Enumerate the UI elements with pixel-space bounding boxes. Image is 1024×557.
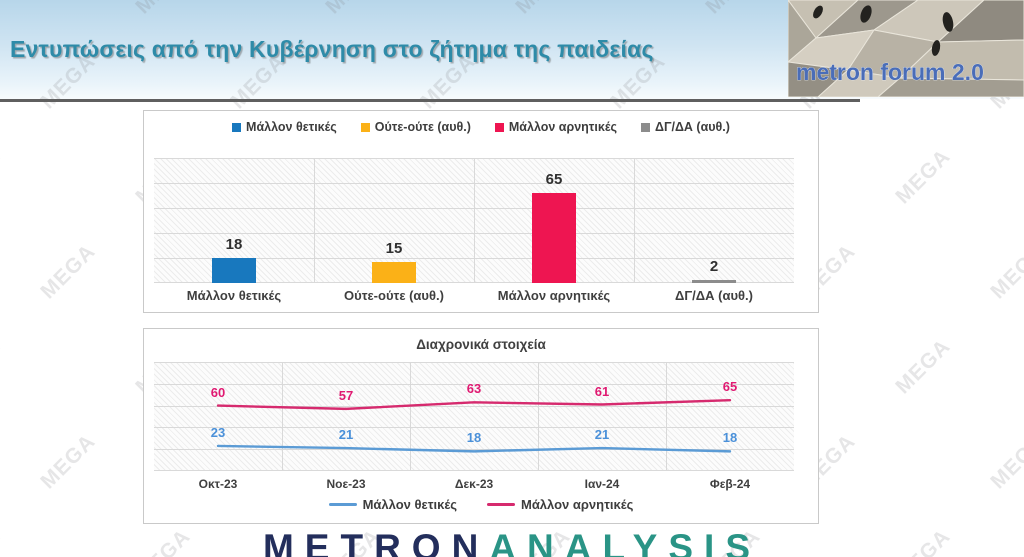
gridline [634,158,635,283]
gridline [314,158,315,283]
x-axis-label: Φεβ-24 [709,477,751,491]
legend-swatch [494,122,504,132]
line-chart-legend: Μάλλον θετικές Μάλλον αρνητικές [144,497,818,512]
gridline [538,362,539,471]
mega-watermark: MEGA [0,334,5,399]
x-axis-label: Νοε-23 [326,477,366,491]
bar [372,262,416,283]
x-axis-label: Οκτ-23 [198,477,238,491]
bar [692,280,736,283]
bar [212,258,256,283]
legend-label: Μάλλον θετικές [246,120,337,134]
category-label: ΔΓ/ΔΑ (αυθ.) [675,288,753,303]
legend-swatch [360,122,370,132]
legend-label: Ούτε-ούτε (αυθ.) [374,120,471,134]
mega-watermark: MEGA [986,239,1024,304]
mega-watermark: MEGA [0,144,5,209]
x-axis-label: Δεκ-23 [454,477,494,491]
gridline [154,362,794,363]
bar-value-label: 65 [545,170,563,188]
legend-item: Μάλλον θετικές [232,120,337,134]
point-value-label: 65 [722,379,738,395]
logo-metron-text: METRON [262,527,490,557]
logo-analysis-text: ANALYSIS [489,527,761,557]
point-value-label: 63 [466,381,482,397]
line-chart-plot: 23 21 18 21 18 60 57 63 61 65 [154,362,794,471]
category-label: Μάλλον αρνητικές [497,288,611,303]
point-value-label: 21 [594,427,610,443]
bar-chart-plot: 18 15 65 2 [154,158,794,283]
line-chart-title: Διαχρονικά στοιχεία [416,337,546,352]
category-label: Μάλλον θετικές [186,288,282,303]
header-divider [0,99,860,102]
gridline [282,362,283,471]
bar-value-label: 2 [709,258,719,276]
point-value-label: 61 [594,383,610,399]
point-value-label: 21 [338,427,354,443]
legend-item: Ούτε-ούτε (αυθ.) [360,120,471,134]
legend-label: Μάλλον θετικές [362,497,457,512]
mega-watermark: MEGA [36,429,100,494]
gridline [474,158,475,283]
bar-chart-legend: Μάλλον θετικές Ούτε-ούτε (αυθ.) Μάλλον αρν… [144,120,818,134]
legend-item: ΔΓ/ΔΑ (αυθ.) [640,120,730,134]
x-axis-label: Ιαν-24 [584,477,620,491]
legend-label: Μάλλον αρνητικές [520,497,634,512]
gridline [666,362,667,471]
point-value-label: 60 [210,384,226,400]
legend-line-swatch [486,503,515,506]
bar-value-label: 18 [225,236,243,253]
metron-forum-logo-text: metron forum 2.0 [796,59,984,85]
gridline [154,449,794,451]
point-value-label: 57 [338,387,354,403]
gridline [154,383,794,385]
line-chart-x-labels: Οκτ-23 Νοε-23 Δεκ-23 Ιαν-24 Φεβ-24 [154,477,794,491]
mega-watermark: MEGA [986,429,1024,494]
bar-value-label: 15 [385,240,403,258]
legend-swatch [232,122,242,132]
point-value-label: 18 [466,430,482,446]
series-line [216,444,732,453]
line-chart-panel: Διαχρονικά στοιχεία 23 21 18 21 18 60 57 63 61 65… [143,328,819,524]
legend-label: ΔΓ/ΔΑ (αυθ.) [654,120,730,134]
bar-chart-category-labels: Μάλλον θετικές Ούτε-ούτε (αυθ.) Μάλλον αρν… [154,288,794,303]
mega-watermark: MEGA [891,144,955,209]
legend-item: Μάλλον θετικές [328,497,457,512]
legend-line-swatch [328,503,357,506]
gridline [154,405,794,407]
legend-item: Μάλλον αρνητικές [486,497,634,512]
gridline [410,362,411,471]
category-label: Ούτε-ούτε (αυθ.) [344,288,444,303]
mega-watermark: MEGA [36,239,100,304]
page-title: Εντυπώσεις από την Κυβέρνηση στο ζήτημα … [10,36,654,62]
gridline [154,470,794,471]
metron-forum-logo-image: metron forum 2.0 [788,0,1024,97]
series-line [216,398,732,411]
point-value-label: 23 [210,424,226,440]
bar-chart-panel: Μάλλον θετικές Ούτε-ούτε (αυθ.) Μάλλον αρν… [143,110,819,313]
gridline [154,427,794,429]
legend-swatch [640,122,650,132]
metron-analysis-logo: METRONANALYSIS [0,527,1024,557]
line-chart-svg [216,398,732,453]
point-value-label: 18 [722,430,738,446]
bar [532,192,576,283]
legend-label: Μάλλον αρνητικές [508,120,617,134]
mega-watermark: MEGA [891,334,955,399]
legend-item: Μάλλον αρνητικές [494,120,617,134]
